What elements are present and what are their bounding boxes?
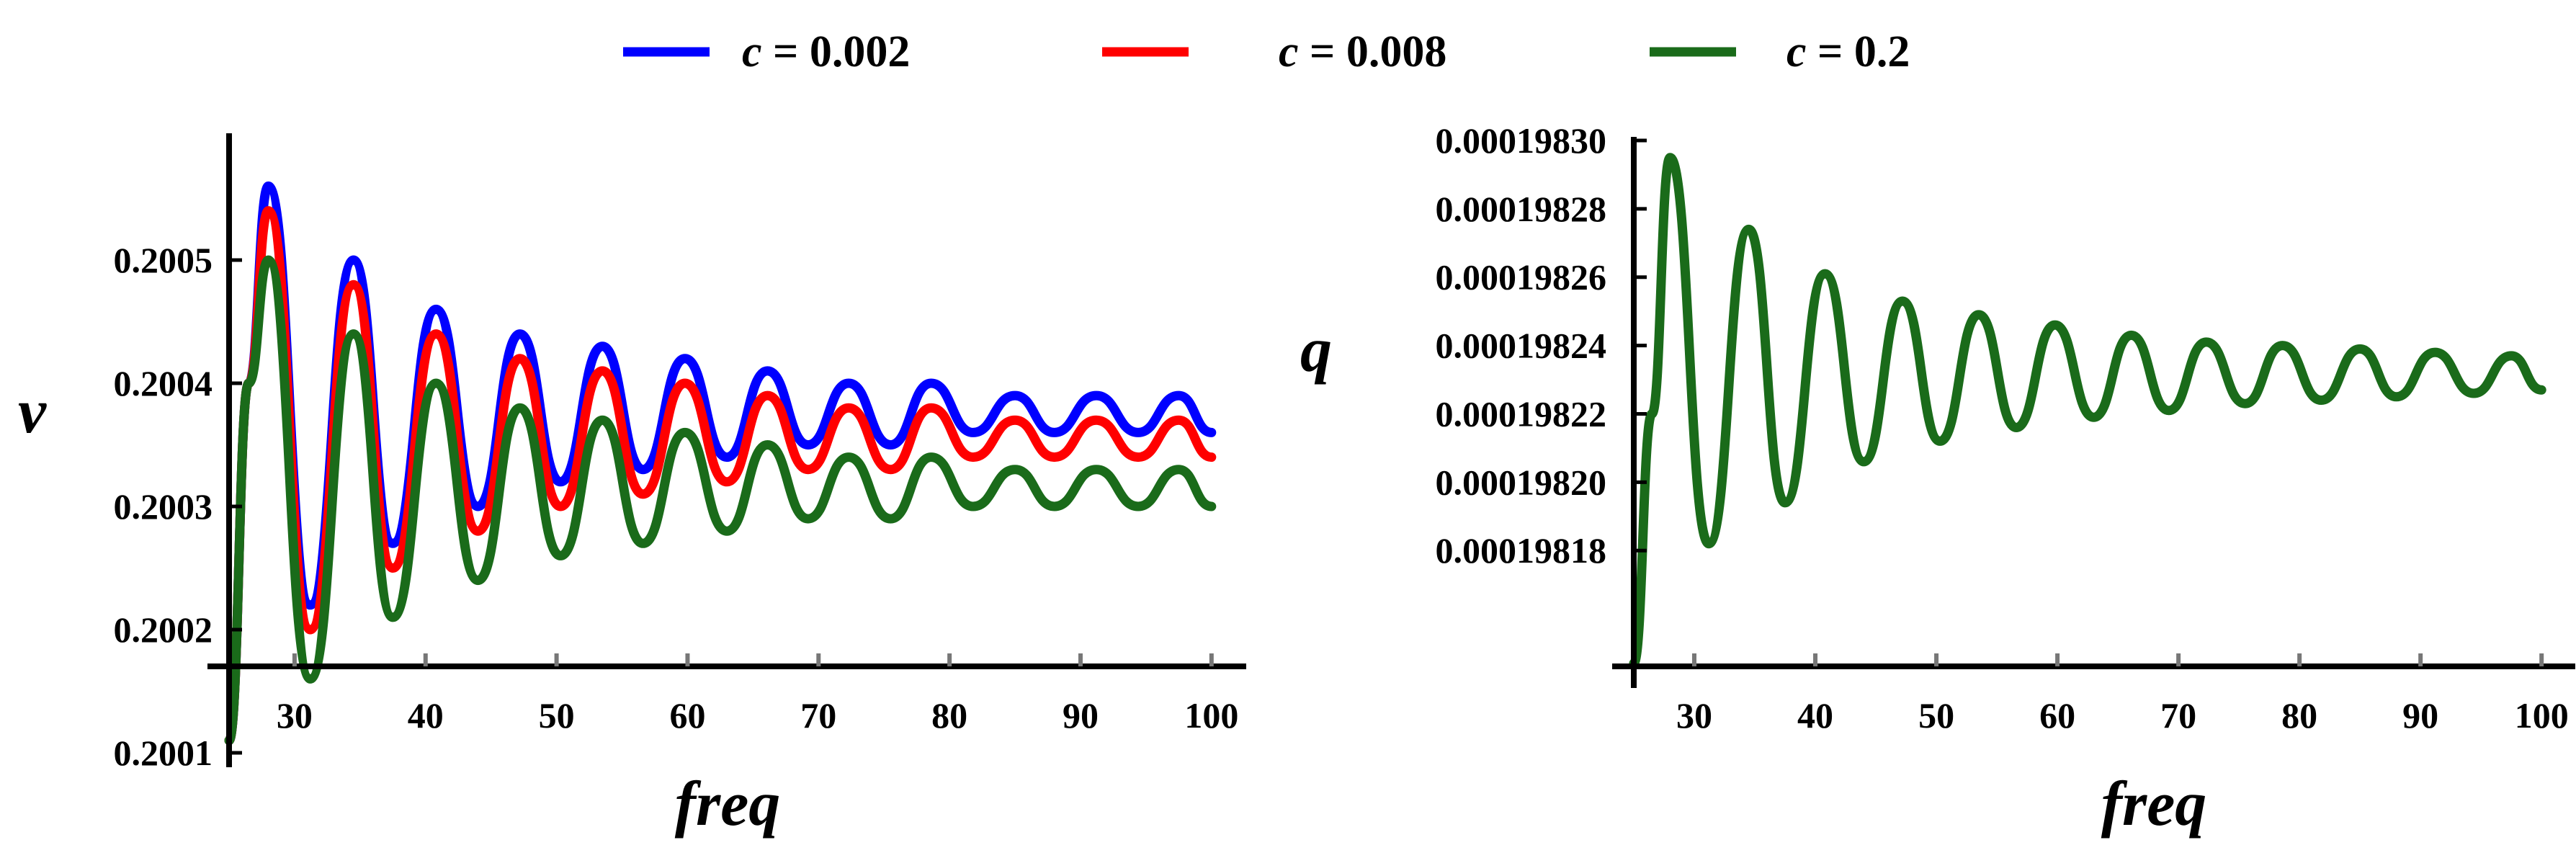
legend-label-value-1: = 0.008 [1299,27,1447,76]
x-tick-label-1-1: 40 [1797,695,1833,736]
legend-label-2: c = 0.2 [1786,27,1910,76]
y-tick-label-0-2: 0.2003 [114,486,213,527]
x-tick-label-0-3: 60 [669,695,705,736]
series-line-0-0 [224,181,1217,746]
x-axis-label-1: freq [2101,769,2207,839]
y-tick-label-0-4: 0.2005 [114,240,213,280]
y-tick-label-0-0: 0.2001 [114,733,213,773]
x-tick-label-1-2: 50 [1918,695,1954,736]
y-axis-label-0: v [18,377,47,447]
y-tick-label-1-3: 0.00019824 [1436,326,1607,366]
legend: c = 0.002 c = 0.008 c = 0.2 [623,27,1910,76]
legend-label-var-2: c [1786,27,1807,76]
legend-label-1: c = 0.008 [1279,27,1446,76]
x-tick-label-1-0: 30 [1676,695,1712,736]
x-tick-label-1-3: 60 [2039,695,2075,736]
right-chart-q-vs-freq: 30 40 50 60 70 80 90 100 0.00019818 0.00019820 0.0… [1300,120,2575,839]
x-tick-label-0-0: 30 [277,695,313,736]
left-chart-v-vs-freq: 30 40 50 60 70 80 90 100 0.2001 0.2002 0.2003 0.200… [18,133,1246,839]
legend-label-var-0: c [742,27,762,76]
legend-label-value-2: = 0.2 [1807,27,1910,76]
legend-label-0: c = 0.002 [742,27,910,76]
x-tick-label-0-7: 100 [1184,695,1238,736]
legend-label-var-1: c [1279,27,1299,76]
y-tick-label-1-5: 0.00019828 [1436,189,1607,229]
x-tick-label-0-2: 50 [539,695,575,736]
y-axis-label-1: q [1300,316,1332,385]
x-tick-label-1-5: 80 [2281,695,2317,736]
x-tick-label-0-1: 40 [408,695,444,736]
x-axis-label-0: freq [675,769,781,839]
series-line-0-1 [224,206,1217,746]
x-tick-label-1-6: 90 [2402,695,2438,736]
y-tick-label-0-3: 0.2004 [114,363,213,403]
y-tick-label-0-1: 0.2002 [114,609,213,650]
y-tick-label-1-4: 0.00019826 [1436,257,1607,298]
x-tick-label-1-7: 100 [2515,695,2569,736]
x-tick-label-1-4: 70 [2160,695,2196,736]
y-tick-label-1-6: 0.00019830 [1436,120,1607,161]
legend-label-value-0: = 0.002 [762,27,911,76]
series-line-0-2 [224,255,1217,746]
series-line-1-0 [1629,153,2546,669]
y-tick-label-1-2: 0.00019822 [1436,393,1607,434]
x-tick-label-0-4: 70 [800,695,836,736]
y-tick-label-1-1: 0.00019820 [1436,462,1607,502]
x-tick-label-0-6: 90 [1063,695,1099,736]
y-tick-label-1-0: 0.00019818 [1436,530,1607,571]
x-tick-label-0-5: 80 [931,695,967,736]
